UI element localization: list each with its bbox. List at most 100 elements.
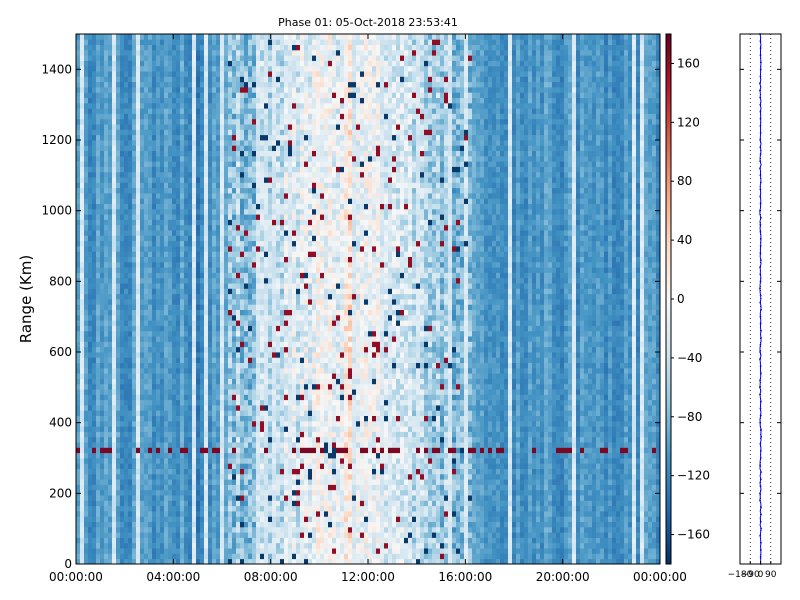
heatmap-cell: [176, 92, 181, 98]
heatmap-cell: [228, 65, 233, 72]
heatmap-cell: [144, 346, 149, 353]
heatmap-cell: [104, 230, 109, 236]
heatmap-cell: [144, 436, 149, 443]
heatmap-cell: [220, 187, 225, 194]
heatmap-cell: [136, 426, 141, 432]
heatmap-cell: [192, 314, 197, 321]
heatmap-cell: [200, 526, 205, 533]
heatmap-cell: [84, 155, 89, 162]
heatmap-cell: [172, 500, 177, 507]
heatmap-cell: [204, 97, 209, 104]
heatmap-cell: [120, 230, 125, 236]
heatmap-cell: [228, 463, 233, 469]
heatmap-cell: [144, 537, 149, 544]
heatmap-cell: [188, 214, 193, 220]
heatmap-cell: [248, 473, 253, 480]
heatmap-cell: [196, 484, 201, 491]
heatmap-cell: [236, 283, 241, 289]
heatmap-cell: [152, 304, 157, 310]
heatmap-cell: [264, 346, 269, 353]
heatmap-cell: [156, 526, 161, 533]
heatmap-cell: [112, 336, 117, 342]
heatmap-cell: [104, 378, 109, 385]
heatmap-cell: [80, 145, 85, 151]
heatmap-cell: [220, 55, 225, 61]
heatmap-cell: [100, 352, 105, 358]
heatmap-cell: [140, 410, 145, 416]
heatmap-cell: [240, 341, 245, 348]
heatmap-cell: [248, 468, 253, 475]
heatmap-cell: [216, 362, 221, 369]
heatmap-cell: [232, 108, 237, 114]
heatmap-cell: [272, 118, 277, 125]
heatmap-cell: [180, 558, 185, 565]
heatmap-cell: [112, 526, 117, 533]
heatmap-cell: [212, 145, 217, 151]
heatmap-cell: [224, 34, 229, 40]
heatmap-cell: [192, 431, 197, 438]
heatmap-cell: [116, 489, 121, 496]
heatmap-cell: [232, 495, 237, 501]
heatmap-cell: [252, 60, 257, 67]
heatmap-cell: [176, 145, 181, 151]
heatmap-cell: [140, 399, 145, 406]
heatmap-cell: [144, 134, 149, 141]
heatmap-cell: [192, 246, 197, 252]
heatmap-cell: [168, 97, 173, 104]
heatmap-cell: [152, 81, 157, 88]
heatmap-cell: [88, 44, 93, 51]
heatmap-cell: [216, 309, 221, 316]
heatmap-cell: [264, 526, 269, 533]
heatmap-cell: [272, 447, 277, 454]
heatmap-cell: [236, 532, 241, 538]
heatmap-cell: [84, 500, 89, 507]
heatmap-cell: [168, 187, 173, 194]
heatmap-cell: [80, 320, 85, 326]
heatmap-cell: [80, 182, 85, 189]
heatmap-cell: [180, 489, 185, 496]
heatmap-cell: [176, 272, 181, 279]
heatmap-cell: [176, 283, 181, 289]
heatmap-cell: [252, 484, 257, 491]
heatmap-cell: [108, 505, 113, 512]
heatmap-cell: [272, 283, 277, 289]
heatmap-cell: [140, 357, 145, 363]
heatmap-cell: [76, 394, 81, 401]
heatmap-cell: [80, 129, 85, 136]
heatmap-cell: [132, 489, 137, 496]
heatmap-cell: [268, 49, 273, 56]
heatmap-cell: [224, 39, 229, 45]
heatmap-cell: [240, 71, 245, 77]
heatmap-cell: [240, 55, 245, 61]
heatmap-cell: [216, 214, 221, 220]
heatmap-cell: [188, 145, 193, 151]
heatmap-cell: [164, 71, 169, 77]
heatmap-cell: [188, 314, 193, 321]
heatmap-cell: [232, 484, 237, 491]
heatmap-cell: [252, 548, 257, 554]
heatmap-cell: [272, 548, 277, 554]
heatmap-cell: [88, 277, 93, 284]
heatmap-cell: [172, 442, 177, 448]
heatmap-cell: [252, 426, 257, 432]
heatmap-cell: [96, 256, 101, 263]
heatmap-cell: [80, 134, 85, 141]
heatmap-cell: [256, 426, 261, 432]
heatmap-cell: [200, 442, 205, 448]
heatmap-cell: [108, 230, 113, 236]
heatmap-cell: [180, 283, 185, 289]
heatmap-cell: [124, 203, 129, 210]
heatmap-cell: [132, 76, 137, 83]
heatmap-cell: [184, 410, 189, 416]
heatmap-cell: [112, 235, 117, 242]
heatmap-cell: [84, 118, 89, 125]
heatmap-cell: [148, 219, 153, 226]
heatmap-cell: [112, 479, 117, 485]
heatmap-cell: [224, 542, 229, 549]
heatmap-cell: [124, 383, 129, 390]
heatmap-cell: [116, 177, 121, 183]
heatmap-cell: [140, 49, 145, 56]
heatmap-cell: [120, 330, 125, 337]
heatmap-cell: [196, 405, 201, 411]
heatmap-cell: [260, 198, 265, 204]
